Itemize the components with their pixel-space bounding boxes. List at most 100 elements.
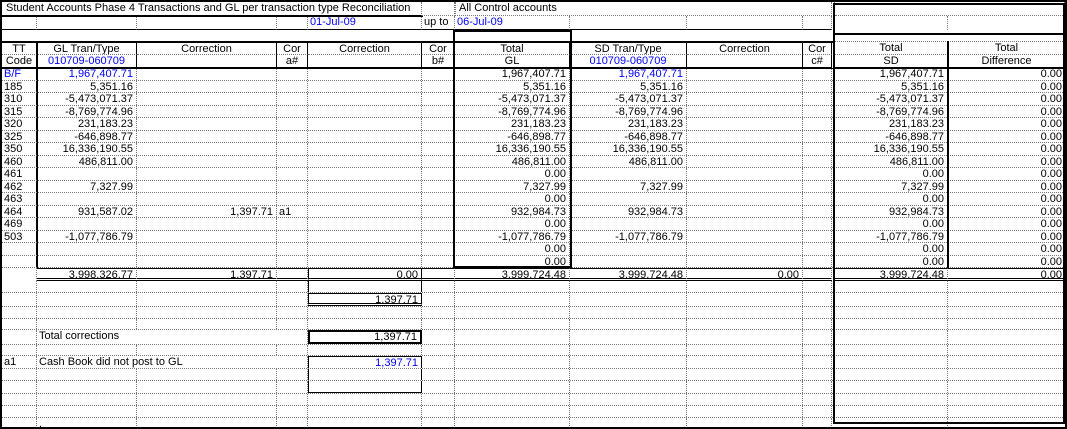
cor-a-ref-cell[interactable] (277, 93, 308, 105)
cor-c-ref-cell[interactable] (803, 68, 832, 80)
correction-a-cell[interactable] (137, 193, 277, 205)
col-header-tt[interactable]: TT (2, 41, 37, 55)
tt-code-cell[interactable]: 503 (2, 230, 37, 242)
cor-c-ref-cell[interactable] (803, 193, 832, 205)
col-header-cor-c-ref[interactable]: c# (803, 55, 832, 68)
period-to-date[interactable]: 06-Jul-09 (455, 16, 570, 30)
cor-b-ref-cell[interactable] (422, 80, 455, 92)
total-difference-cell[interactable]: 0.00 (1040, 130, 1062, 142)
correction-c-cell[interactable] (687, 105, 803, 117)
tt-code-cell[interactable]: B/F (2, 68, 37, 80)
total-gl-cell[interactable]: -5,473,071.37 (455, 93, 570, 105)
sd-amount-cell[interactable] (570, 255, 687, 267)
sheet-title[interactable]: Student Accounts Phase 4 Transactions an… (2, 2, 422, 16)
correction-a-cell[interactable] (137, 218, 277, 230)
cor-c-ref-cell[interactable] (803, 80, 832, 92)
sd-amount-cell[interactable] (570, 218, 687, 230)
sd-amount-cell[interactable]: 231,183.23 (570, 118, 687, 130)
col-header-total-gl[interactable]: Total (455, 41, 570, 55)
tt-code-cell[interactable]: 463 (2, 193, 37, 205)
correction-c-cell[interactable] (687, 143, 803, 155)
cor-b-ref-cell[interactable] (422, 168, 455, 180)
correction-a-cell[interactable] (137, 230, 277, 242)
cor-a-ref-cell[interactable] (277, 155, 308, 167)
cor-b-ref-cell[interactable] (422, 193, 455, 205)
col-header-total-diff[interactable]: Total (948, 41, 1065, 55)
correction-c-cell[interactable] (687, 230, 803, 242)
total-gl-cell[interactable]: 932,984.73 (455, 205, 570, 217)
cor-b-ref-cell[interactable] (422, 218, 455, 230)
gl-amount-cell[interactable] (37, 243, 137, 255)
total-difference-cell[interactable]: 0.00 (1040, 80, 1062, 92)
cor-a-ref-cell[interactable] (277, 218, 308, 230)
total-difference-cell[interactable]: 0.00 (1040, 105, 1062, 117)
correction-a-cell[interactable] (137, 168, 277, 180)
tt-code-cell[interactable]: 310 (2, 93, 37, 105)
cor-a-ref-cell[interactable]: a1 (277, 205, 308, 217)
col-header-total-sd-2[interactable]: SD (835, 55, 948, 68)
correction-b-cell[interactable] (308, 255, 422, 267)
cor-b-ref-cell[interactable] (422, 68, 455, 80)
total-gl-cell[interactable]: 16,336,190.55 (455, 143, 570, 155)
cor-c-ref-cell[interactable] (803, 130, 832, 142)
gl-amount-cell[interactable]: 486,811.00 (37, 155, 137, 167)
total-gl-cell[interactable]: 5,351.16 (455, 80, 570, 92)
correction-c-cell[interactable] (687, 130, 803, 142)
sd-amount-cell[interactable]: -646,898.77 (570, 130, 687, 142)
cor-a-ref-cell[interactable] (277, 180, 308, 192)
total-difference-cell[interactable]: 0.00 (1040, 118, 1062, 130)
sd-amount-cell[interactable] (570, 168, 687, 180)
cor-c-ref-cell[interactable] (803, 168, 832, 180)
tt-code-cell[interactable]: 350 (2, 143, 37, 155)
total-gl-cell[interactable]: 486,811.00 (455, 155, 570, 167)
col-header-cor-a[interactable]: Cor (277, 41, 308, 55)
cor-a-ref-cell[interactable] (277, 243, 308, 255)
sd-amount-cell[interactable] (570, 243, 687, 255)
total-sd-cell[interactable]: 0.00 (835, 243, 948, 255)
tt-code-cell[interactable]: 460 (2, 155, 37, 167)
correction-a-cell[interactable]: 1,397.71 (137, 205, 277, 217)
cor-c-ref-cell[interactable] (803, 230, 832, 242)
total-difference-cell[interactable]: 0.00 (1040, 205, 1062, 217)
cor-c-ref-cell[interactable] (803, 155, 832, 167)
sd-amount-cell[interactable]: 16,336,190.55 (570, 143, 687, 155)
total-sd-cell[interactable]: -5,473,071.37 (835, 93, 948, 105)
total-gl-cell[interactable]: 0.00 (455, 255, 570, 267)
sd-amount-cell[interactable]: 486,811.00 (570, 155, 687, 167)
gl-amount-cell[interactable]: -1,077,786.79 (37, 230, 137, 242)
up-to-label[interactable]: up to (422, 16, 455, 30)
total-difference-cell[interactable]: 0.00 (1040, 143, 1062, 155)
cor-a-ref-cell[interactable] (277, 255, 308, 267)
correction-a-cell[interactable] (137, 130, 277, 142)
gl-amount-cell[interactable]: -5,473,071.37 (37, 93, 137, 105)
cor-c-ref-cell[interactable] (803, 243, 832, 255)
total-corrections-value[interactable]: 1,397.71 (308, 330, 422, 344)
correction-c-cell[interactable] (687, 218, 803, 230)
cor-a-ref-cell[interactable] (277, 193, 308, 205)
total-gl-cell[interactable]: 0.00 (455, 218, 570, 230)
sd-amount-cell[interactable]: 932,984.73 (570, 205, 687, 217)
cor-a-ref-cell[interactable] (277, 68, 308, 80)
correction-b-cell[interactable] (308, 230, 422, 242)
correction-b-cell[interactable] (308, 143, 422, 155)
tt-code-cell[interactable] (2, 255, 37, 267)
cor-a-ref-cell[interactable] (277, 118, 308, 130)
total-sd-cell[interactable]: 0.00 (835, 193, 948, 205)
correction-a-cell[interactable] (137, 93, 277, 105)
tt-code-cell[interactable]: 469 (2, 218, 37, 230)
sd-amount-cell[interactable]: 7,327.99 (570, 180, 687, 192)
cor-a-ref-cell[interactable] (277, 105, 308, 117)
col-header-correction-a[interactable]: Correction (137, 41, 277, 55)
correction-a-cell[interactable] (137, 118, 277, 130)
total-sd-cell[interactable]: 486,811.00 (835, 155, 948, 167)
cor-b-ref-cell[interactable] (422, 130, 455, 142)
gl-amount-cell[interactable]: 231,183.23 (37, 118, 137, 130)
correction-c-cell[interactable] (687, 80, 803, 92)
col-header-total-diff-2[interactable]: Difference (948, 55, 1065, 68)
total-difference-cell[interactable]: 0.00 (1040, 180, 1062, 192)
col-header-total-sd[interactable]: Total (835, 41, 948, 55)
correction-c-cell[interactable] (687, 155, 803, 167)
tt-code-cell[interactable]: 464 (2, 205, 37, 217)
cor-a-ref-cell[interactable] (277, 130, 308, 142)
sd-amount-cell[interactable]: -1,077,786.79 (570, 230, 687, 242)
